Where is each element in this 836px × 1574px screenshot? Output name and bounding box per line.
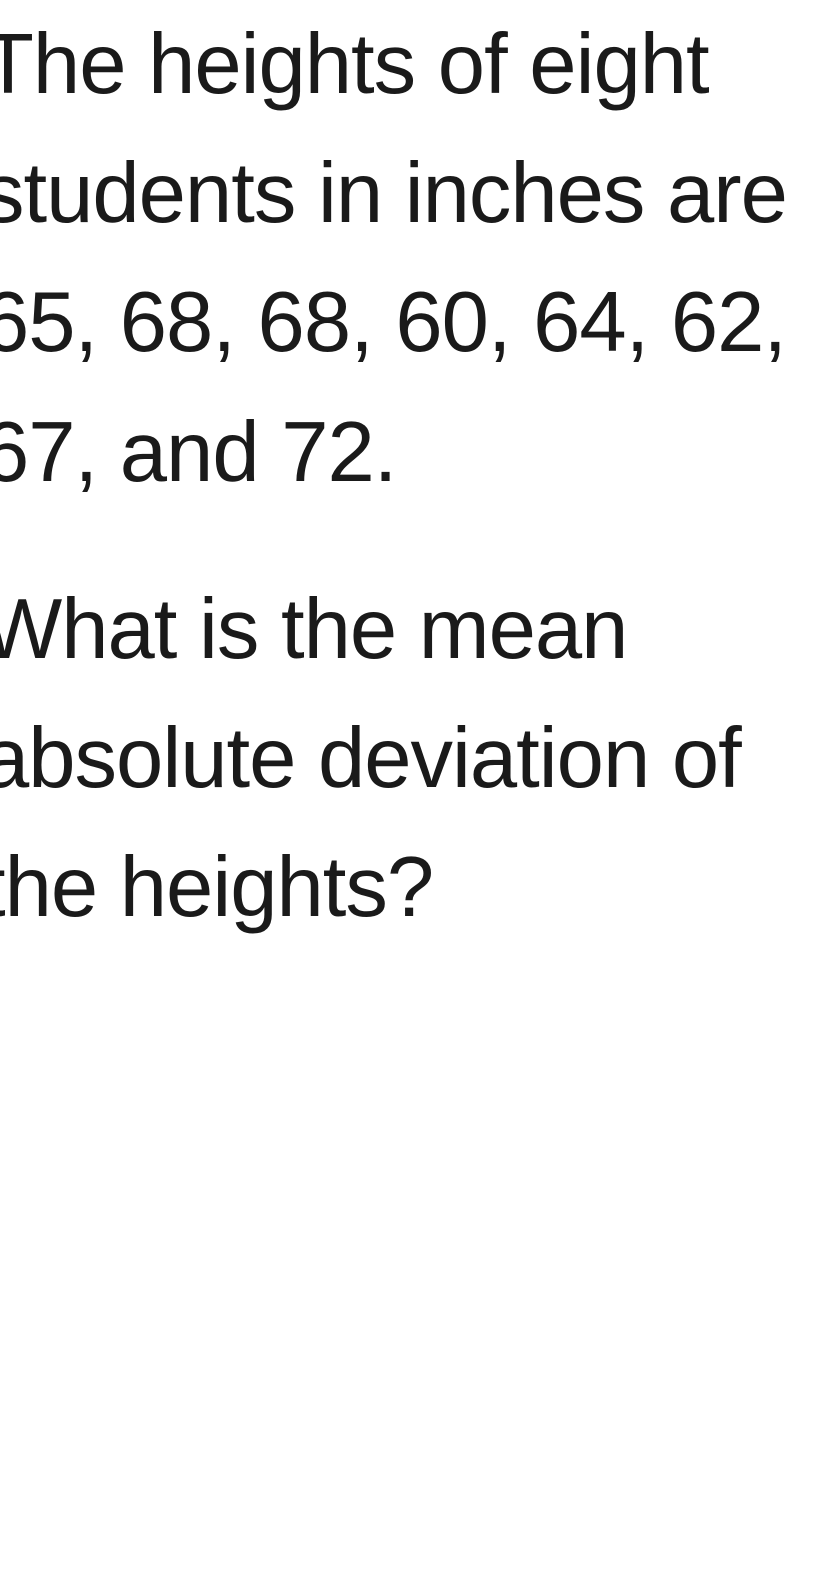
question-paragraph-1: The heights of eight students in inches … bbox=[0, 0, 836, 517]
question-text-container: The heights of eight students in inches … bbox=[0, 0, 836, 952]
question-paragraph-2: What is the mean absolute deviation of t… bbox=[0, 565, 836, 953]
